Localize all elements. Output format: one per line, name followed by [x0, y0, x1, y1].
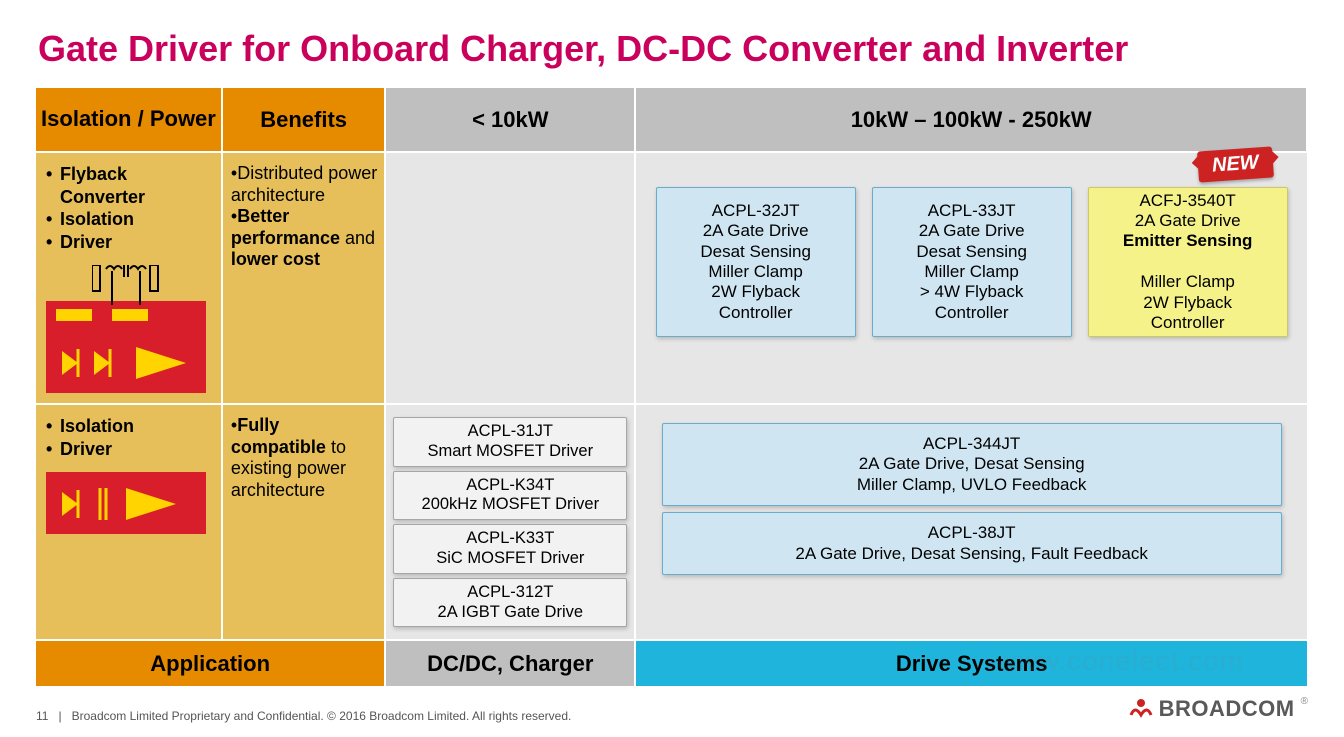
row-flyback: Flyback ConverterIsolationDriver [36, 152, 1307, 404]
product-card: ACPL-32JT2A Gate DriveDesat SensingMille… [656, 187, 856, 337]
hdr-isolation: Isolation / Power [36, 88, 222, 152]
new-badge: NEW [1197, 146, 1274, 182]
foot-dcdc: DC/DC, Charger [385, 640, 635, 686]
isolation-circuit-icon [46, 472, 206, 534]
product-card: ACFJ-3540T2A Gate DriveEmitter SensingMi… [1088, 187, 1288, 337]
watermark: www.conelect.com [996, 645, 1244, 677]
row1-features: Flyback ConverterIsolationDriver [36, 152, 222, 404]
row2-features: IsolationDriver [36, 404, 222, 640]
page-footer: 11 | Broadcom Limited Proprietary and Co… [0, 695, 1344, 723]
row2-under10-products: ACPL-31JTSmart MOSFET DriverACPL-K34T200… [385, 404, 635, 640]
header-row: Isolation / Power Benefits < 10kW 10kW –… [36, 88, 1307, 152]
row1-benefits: •Distributed power architecture•Better p… [222, 152, 385, 404]
hdr-10-250kw: 10kW – 100kW - 250kW [635, 88, 1307, 152]
row1-products: NEW ACPL-32JT2A Gate DriveDesat SensingM… [635, 152, 1307, 404]
product-card: ACPL-38JT2A Gate Drive, Desat Sensing, F… [662, 512, 1282, 575]
product-card: ACPL-312T2A IGBT Gate Drive [393, 578, 627, 628]
flyback-circuit-icon [46, 301, 206, 393]
broadcom-logo-icon [1129, 695, 1153, 723]
page-number: 11 [36, 709, 48, 723]
product-card: ACPL-K33TSiC MOSFET Driver [393, 524, 627, 574]
product-card: ACPL-31JTSmart MOSFET Driver [393, 417, 627, 467]
product-card: ACPL-K34T200kHz MOSFET Driver [393, 471, 627, 521]
row1-under10 [385, 152, 635, 404]
page-title: Gate Driver for Onboard Charger, DC-DC C… [0, 0, 1344, 88]
row-isolation: IsolationDriver •Fully compatible to exi… [36, 404, 1307, 640]
product-card: ACPL-344JT2A Gate Drive, Desat SensingMi… [662, 423, 1282, 506]
copyright: Broadcom Limited Proprietary and Confide… [72, 709, 572, 723]
foot-application: Application [36, 640, 385, 686]
diode-amp-icon [56, 345, 196, 385]
product-matrix: Isolation / Power Benefits < 10kW 10kW –… [36, 88, 1308, 686]
broadcom-logo: BROADCOM ® [1129, 695, 1308, 723]
hdr-under10kw: < 10kW [385, 88, 635, 152]
row2-benefits: •Fully compatible to existing power arch… [222, 404, 385, 640]
broadcom-logo-text: BROADCOM [1159, 696, 1295, 722]
hdr-benefits: Benefits [222, 88, 385, 152]
product-card: ACPL-33JT2A Gate DriveDesat SensingMille… [872, 187, 1072, 337]
row2-products: ACPL-344JT2A Gate Drive, Desat SensingMi… [635, 404, 1307, 640]
